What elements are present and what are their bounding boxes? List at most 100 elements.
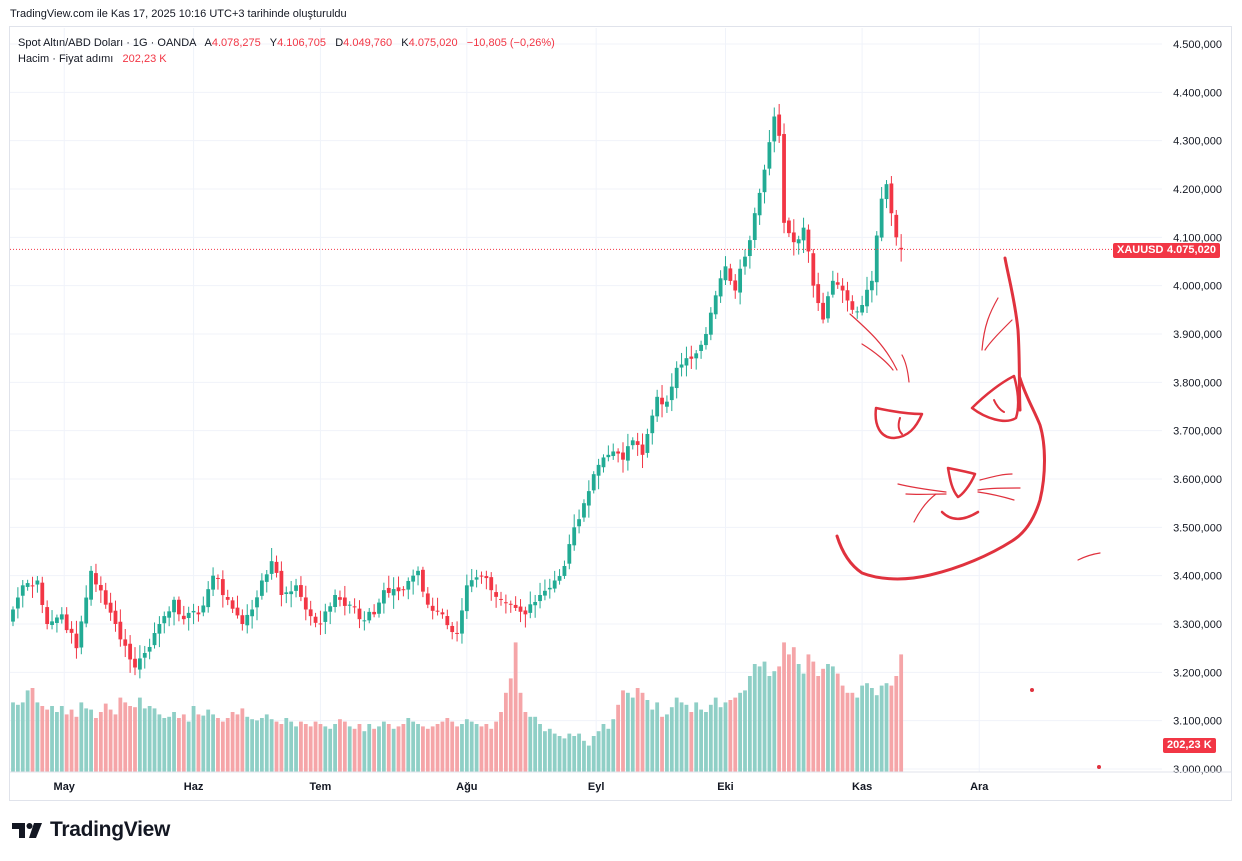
candle-body (499, 598, 503, 600)
volume-bar (879, 685, 884, 772)
candles (11, 103, 904, 679)
volume-bar (386, 724, 391, 772)
candle-body (381, 590, 386, 604)
candle-body (884, 184, 889, 200)
candle-body (723, 266, 728, 281)
cat-right-pupil (993, 399, 1005, 413)
volume-bar (533, 716, 538, 772)
volume-bar (611, 719, 616, 772)
volume-bar (274, 721, 279, 772)
volume-bar (513, 642, 518, 772)
candle-body (201, 605, 206, 613)
volume-bar (767, 676, 772, 772)
candle-body (269, 561, 274, 574)
volume-bar (133, 707, 137, 772)
candle-body (416, 570, 420, 576)
candle-body (250, 609, 255, 617)
volume-bar (35, 702, 40, 772)
candle-body (225, 596, 230, 600)
candle-body (74, 633, 79, 649)
volume-bar (889, 685, 894, 772)
volume-bar (172, 712, 176, 772)
volume-bar (586, 745, 591, 772)
candle-body (538, 595, 542, 602)
volume-bar (616, 704, 621, 772)
price-axis-label: 4.400,000 (1173, 87, 1222, 99)
price-axis-label: 3.800,000 (1173, 377, 1222, 389)
candle-body (401, 589, 406, 591)
volume-bar (679, 702, 684, 772)
volume-bar (406, 718, 411, 772)
candle-body (211, 575, 215, 590)
candle-body (708, 312, 713, 335)
volume-bar (704, 712, 708, 772)
candle-body (718, 278, 723, 297)
candle-body (45, 607, 50, 624)
cat-mouth (940, 510, 980, 520)
legend-symbol[interactable]: Spot Altın/ABD Doları · 1G · OANDA (18, 37, 196, 49)
volume-bar (640, 692, 645, 772)
volume-bar (772, 671, 777, 772)
candle-body (704, 334, 708, 346)
candle-body (464, 585, 469, 612)
candle-body (167, 611, 172, 618)
candle-body (640, 444, 645, 455)
candle-body (35, 580, 40, 585)
volume-bar (538, 724, 542, 772)
tradingview-logo[interactable]: TradingView (12, 818, 170, 842)
candle-body (89, 570, 93, 600)
legend-ohlc-row: Spot Altın/ABD Doları · 1G · OANDA A4.07… (18, 35, 555, 51)
volume-bar (762, 661, 767, 772)
volume-bar (630, 697, 635, 772)
volume-bar (796, 664, 801, 772)
volume-bar (601, 724, 606, 772)
candle-body (206, 589, 211, 608)
time-axis: May Haz Tem Ağu Eyl Eki Kas Ara (10, 771, 1232, 793)
candle-body (362, 620, 367, 622)
candle-body (625, 446, 630, 461)
volume-bar (655, 702, 660, 772)
candle-body (747, 240, 752, 257)
volume-bar (225, 718, 230, 772)
volume-bar (518, 692, 523, 772)
candle-body (821, 302, 825, 320)
candle-body (137, 658, 142, 670)
volume-bar (284, 718, 289, 772)
cat-right-ear-line (984, 319, 1013, 351)
volume-bar (723, 702, 728, 772)
candle-body (118, 621, 123, 640)
volume-bar (821, 668, 825, 772)
time-axis-label: Tem (310, 781, 332, 793)
candle-body (767, 142, 772, 169)
candle-body (596, 464, 601, 476)
volume-bar (699, 709, 703, 772)
candle-body (152, 633, 157, 646)
candle-body (567, 544, 572, 564)
candle-body (694, 353, 699, 359)
legend-volume-label[interactable]: Hacim · Fiyat adımı (18, 53, 114, 65)
time-axis-label: Kas (852, 781, 872, 793)
legend-close: 4.075,020 (408, 37, 458, 49)
candle-body (518, 606, 523, 612)
candle-body (177, 599, 181, 615)
last-price-tag: 4.075,020 (1163, 243, 1220, 258)
candle-body (284, 592, 289, 594)
volume-bar (299, 721, 303, 772)
volume-bar (372, 728, 377, 772)
volume-bar (787, 654, 791, 772)
volume-bar (177, 718, 181, 772)
candle-body (196, 612, 201, 615)
candle-body (108, 602, 113, 613)
candle-body (25, 583, 30, 587)
volume-bar (445, 718, 450, 772)
volume-bar (708, 704, 713, 772)
volume-bar (777, 666, 782, 772)
volume-bar (235, 714, 240, 772)
volume-bar (142, 708, 147, 772)
volume-bar (137, 697, 142, 772)
volume-bar (381, 721, 386, 772)
volume-bar (635, 688, 640, 772)
candle-body (172, 599, 176, 613)
candle-body (635, 441, 640, 445)
